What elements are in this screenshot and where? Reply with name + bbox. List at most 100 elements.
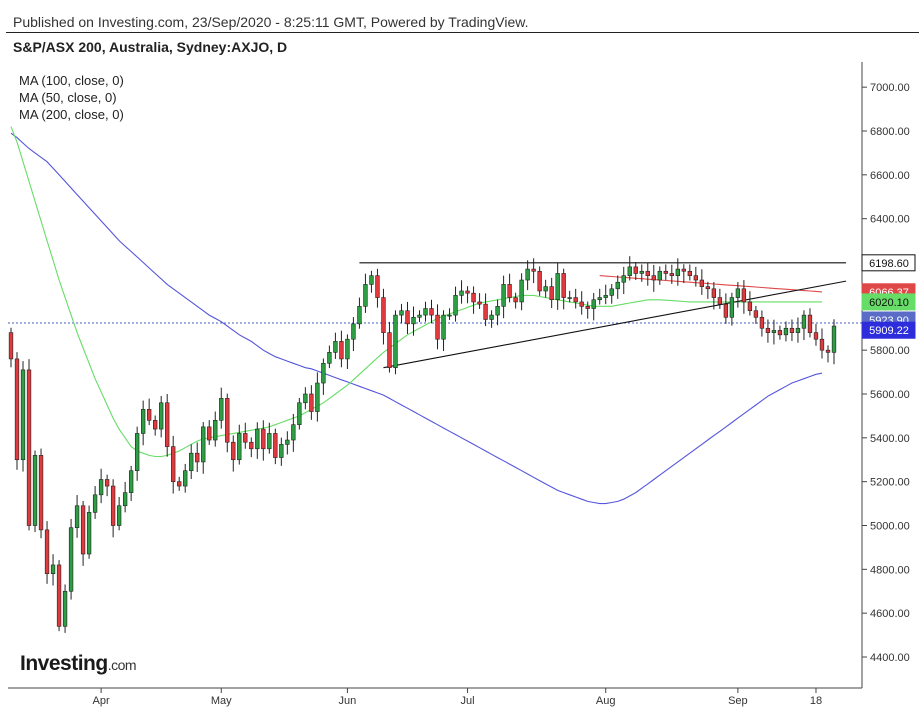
candle <box>759 310 765 337</box>
candle <box>339 330 344 368</box>
candle-body <box>741 288 747 303</box>
candle-body <box>573 297 578 303</box>
candle <box>537 266 542 296</box>
candle <box>387 321 392 373</box>
candle <box>363 273 368 313</box>
candle-body <box>417 314 422 318</box>
candle <box>411 306 416 336</box>
candle-body <box>669 273 674 276</box>
candle-body <box>74 505 80 528</box>
candle-body <box>831 325 837 353</box>
candle <box>783 321 789 342</box>
price-tag-bg <box>861 254 916 272</box>
candle <box>657 266 662 285</box>
ma100-line <box>10 132 823 505</box>
candle-body <box>687 270 692 276</box>
candle <box>159 395 164 438</box>
candle <box>771 319 777 345</box>
y-tick-label: 6400.00 <box>870 214 910 226</box>
candle-body <box>795 327 801 333</box>
candle <box>663 264 668 281</box>
candle <box>267 422 272 454</box>
candle <box>303 387 308 410</box>
candle <box>140 400 146 446</box>
candle-body <box>459 290 464 296</box>
candle <box>255 422 260 459</box>
candle-body <box>14 358 20 461</box>
candle-body <box>134 433 140 472</box>
candle-body <box>549 286 554 301</box>
candle <box>741 280 747 314</box>
candle-body <box>801 314 807 329</box>
candle <box>357 297 362 329</box>
logo-main: Investing <box>20 652 108 675</box>
investing-logo: Investing.com <box>20 652 137 676</box>
candle-body <box>104 479 110 487</box>
candle-body <box>777 330 783 336</box>
candle-body <box>189 452 194 472</box>
candle <box>171 435 176 494</box>
candle <box>20 361 26 472</box>
candle-body <box>56 564 62 627</box>
y-tick-label: 4800.00 <box>870 564 910 576</box>
candle <box>477 293 482 309</box>
candle-body <box>657 270 662 281</box>
candle <box>621 266 626 295</box>
candle-body <box>753 310 759 318</box>
candle-body <box>543 286 548 292</box>
candle-body <box>291 424 296 441</box>
candle-body <box>363 284 368 307</box>
candle <box>687 264 692 281</box>
candle-body <box>429 308 434 316</box>
candle <box>309 385 314 420</box>
y-tick-label: 5000.00 <box>870 521 910 533</box>
candle-body <box>513 297 518 303</box>
candle <box>483 293 488 327</box>
candle-body <box>225 398 230 443</box>
candle <box>243 422 248 449</box>
candle <box>249 437 254 458</box>
candle-body <box>765 327 771 333</box>
candle <box>813 323 819 346</box>
header-divider <box>6 32 919 33</box>
candle-body <box>567 297 572 299</box>
candle-body <box>819 338 825 351</box>
candle-body <box>585 306 590 309</box>
candle <box>62 584 68 633</box>
candle-body <box>489 314 494 320</box>
candle-body <box>369 275 374 285</box>
candle-body <box>140 409 146 434</box>
candle-body <box>351 323 356 340</box>
candle-body <box>249 441 254 450</box>
candle-body <box>717 297 723 305</box>
logo-suffix: .com <box>107 657 137 673</box>
candle <box>603 284 608 305</box>
candle <box>50 554 56 586</box>
candle-body <box>159 402 164 430</box>
candle <box>489 310 494 328</box>
candle-body <box>435 314 440 340</box>
candle-body <box>447 314 452 317</box>
published-info: Published on Investing.com, 23/Sep/2020 … <box>13 14 529 30</box>
candle <box>633 262 638 281</box>
y-tick-label: 5800.00 <box>870 345 910 357</box>
candle <box>711 282 717 310</box>
candle <box>645 262 650 286</box>
candle <box>543 279 548 298</box>
price-tag: 5909.22 <box>861 321 916 339</box>
candle <box>795 317 801 343</box>
price-tag: 6198.60 <box>861 254 916 272</box>
candle <box>26 359 32 531</box>
candle-body <box>357 306 362 325</box>
candle-body <box>609 288 614 296</box>
candle <box>237 424 242 465</box>
candle <box>765 319 771 343</box>
candle <box>231 435 236 472</box>
candle <box>291 413 296 452</box>
candle-body <box>531 268 536 272</box>
candle-body <box>477 301 482 305</box>
candle-body <box>237 433 242 461</box>
legend-ma100: MA (100, close, 0) <box>19 73 124 88</box>
price-tag-label: 6198.60 <box>869 258 909 270</box>
